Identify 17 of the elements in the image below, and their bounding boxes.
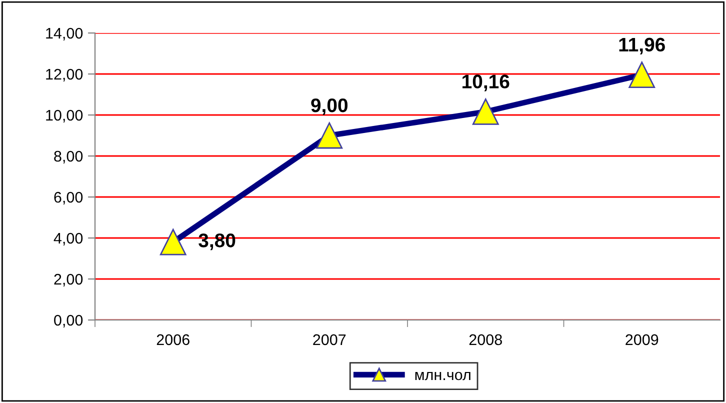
data-label: 3,80 (198, 234, 236, 250)
y-tick-label: 8,00 (54, 150, 83, 164)
x-tick-label: 2009 (626, 334, 658, 346)
x-tick-label: 2007 (313, 334, 346, 346)
y-tick-label: 10,00 (46, 110, 83, 122)
x-tick-label: 2006 (156, 334, 190, 346)
data-label: 10,16 (462, 74, 510, 92)
y-tick-label: 6,00 (54, 192, 83, 204)
y-tick-label: 4,00 (54, 232, 83, 246)
x-tick-label: 2008 (469, 334, 502, 346)
legend-label: млн.чол (415, 372, 470, 380)
data-label: 11,96 (619, 38, 665, 54)
y-tick-label: 0,00 (54, 314, 83, 328)
data-label: 9,00 (311, 98, 348, 116)
y-tick-label: 14,00 (46, 28, 83, 40)
y-tick-label: 2,00 (54, 274, 83, 286)
y-tick-label: 12,00 (46, 68, 83, 82)
